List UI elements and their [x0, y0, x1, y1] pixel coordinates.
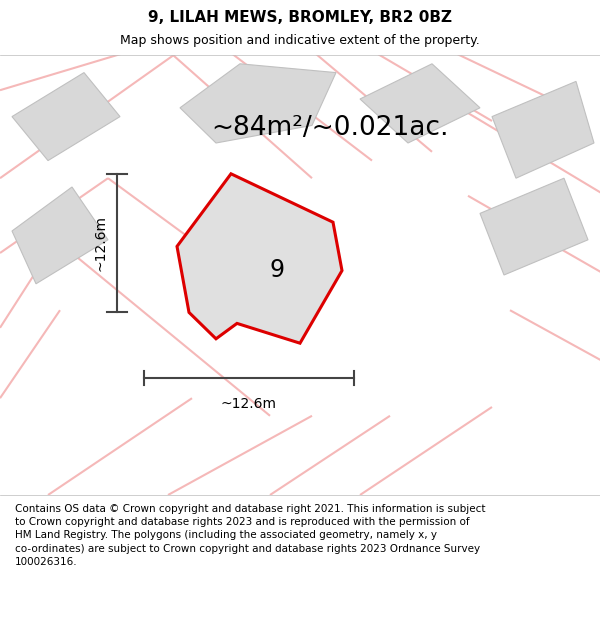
Polygon shape [492, 81, 594, 178]
Text: Contains OS data © Crown copyright and database right 2021. This information is : Contains OS data © Crown copyright and d… [15, 504, 485, 567]
Polygon shape [12, 72, 120, 161]
Text: ~84m²/~0.021ac.: ~84m²/~0.021ac. [211, 114, 449, 141]
Text: 9, LILAH MEWS, BROMLEY, BR2 0BZ: 9, LILAH MEWS, BROMLEY, BR2 0BZ [148, 10, 452, 25]
Text: ~12.6m: ~12.6m [93, 215, 107, 271]
Polygon shape [360, 64, 480, 143]
Text: 9: 9 [269, 258, 284, 282]
Polygon shape [177, 174, 342, 343]
Polygon shape [180, 64, 336, 143]
Polygon shape [12, 187, 108, 284]
Text: Map shows position and indicative extent of the property.: Map shows position and indicative extent… [120, 34, 480, 47]
Text: ~12.6m: ~12.6m [221, 397, 277, 411]
Polygon shape [480, 178, 588, 275]
